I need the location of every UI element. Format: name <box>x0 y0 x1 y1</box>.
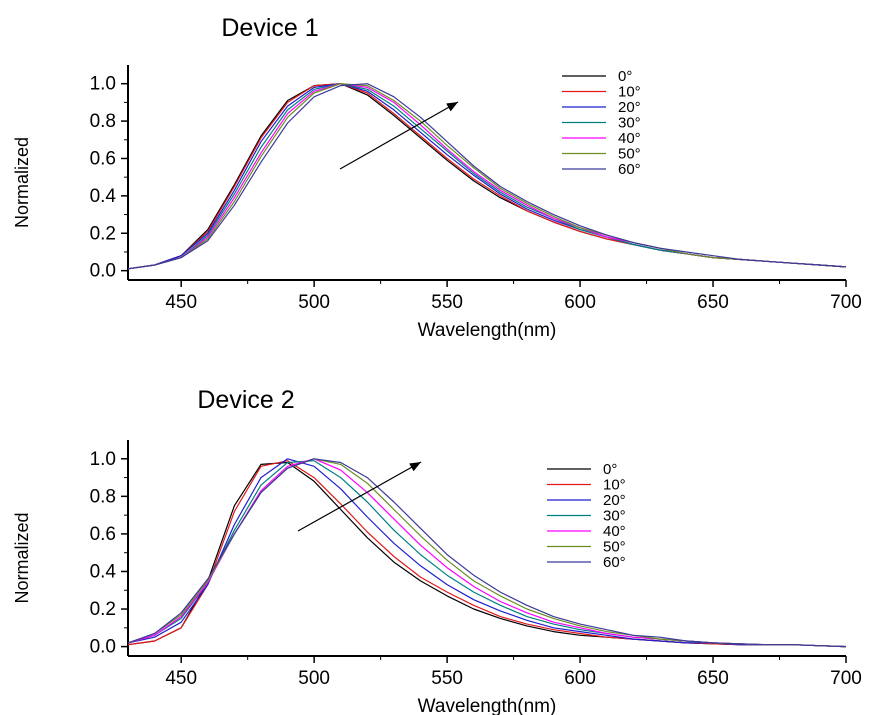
chart1-x-tick-label: 600 <box>564 292 596 313</box>
chart2-legend-label: 20° <box>603 492 626 509</box>
chart1-legend-label: 30° <box>618 115 641 132</box>
chart2-legend-label: 60° <box>603 554 626 571</box>
chart2-x-axis-label: Wavelength(nm) <box>418 696 557 715</box>
chart2-x-tick-label: 450 <box>165 668 197 689</box>
chart2-annotation-arrowhead <box>409 462 421 472</box>
chart2-y-tick-label: 0.2 <box>90 599 116 620</box>
chart1-x-tick-label: 650 <box>697 292 729 313</box>
chart2-legend-label: 40° <box>603 523 626 540</box>
chart1-legend-label: 60° <box>618 161 641 178</box>
chart2-series-line-1 <box>127 461 847 648</box>
chart2-legend-label: 0° <box>603 461 617 478</box>
chart2-series-line-5 <box>127 458 847 648</box>
chart1-y-tick-label: 0.4 <box>90 186 117 207</box>
chart2-x-tick-label: 500 <box>298 668 330 689</box>
chart2-legend-label: 50° <box>603 539 626 556</box>
chart1-x-tick-label: 700 <box>830 292 862 313</box>
chart2-y-tick-label: 0.8 <box>90 486 116 507</box>
chart2-series-line-3 <box>127 458 847 648</box>
chart2-title: Device 2 <box>197 386 294 414</box>
chart2-legend-label: 30° <box>603 508 626 525</box>
chart1-y-tick-label: 0.8 <box>90 111 116 132</box>
chart1-series-line-6 <box>127 83 847 270</box>
chart2-y-tick-label: 0.0 <box>90 637 116 658</box>
chart2-series-line-2 <box>127 460 847 648</box>
chart1-annotation-arrowhead <box>446 102 458 112</box>
chart2-series-line-7 <box>127 458 847 648</box>
chart2-series-line-4 <box>127 460 847 648</box>
chart1-x-axis-label: Wavelength(nm) <box>418 320 557 341</box>
chart1-legend-label: 0° <box>618 68 632 85</box>
chart1-y-tick-label: 1.0 <box>90 74 116 95</box>
chart2-y-tick-label: 0.6 <box>90 524 116 545</box>
chart2-annotation-arrow <box>297 461 422 532</box>
chart1-y-tick-label: 0.6 <box>90 148 116 169</box>
chart1-legend-label: 40° <box>618 130 641 147</box>
chart2-y-tick-label: 1.0 <box>90 449 116 470</box>
chart1-title: Device 1 <box>221 14 318 42</box>
chart2-x-tick-label: 550 <box>431 668 463 689</box>
chart1-legend-label: 10° <box>618 84 641 101</box>
chart1-legend-label: 20° <box>618 99 641 116</box>
chart1-x-tick-label: 450 <box>165 292 197 313</box>
chart1-x-tick-label: 550 <box>431 292 463 313</box>
chart1-series-line-7 <box>127 83 847 270</box>
chart1-y-tick-label: 0.0 <box>90 261 116 282</box>
chart2-x-tick-label: 650 <box>697 668 729 689</box>
chart1-annotation-arrow <box>339 101 459 170</box>
chart1-y-tick-label: 0.2 <box>90 223 116 244</box>
chart1-y-axis-label: Normalized <box>12 137 32 228</box>
chart1-legend-label: 50° <box>618 146 641 163</box>
chart2-x-tick-label: 700 <box>830 668 862 689</box>
chart2-y-axis-label: Normalized <box>12 512 32 603</box>
chart2-series-line-6 <box>127 458 847 648</box>
chart1-x-tick-label: 500 <box>298 292 330 313</box>
chart2-x-tick-label: 600 <box>564 668 596 689</box>
chart2-legend-label: 10° <box>603 477 626 494</box>
chart2-y-tick-label: 0.4 <box>90 561 117 582</box>
